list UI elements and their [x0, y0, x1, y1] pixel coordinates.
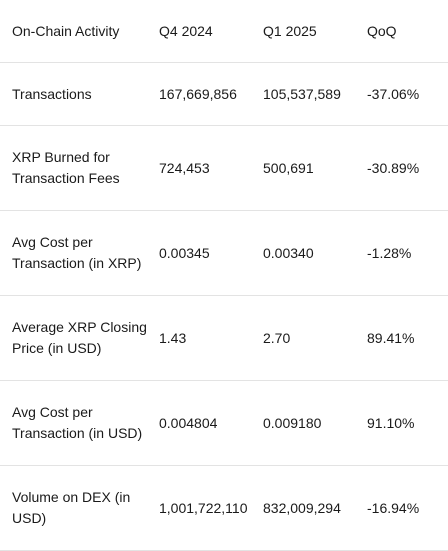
row-metric: Volume on DEX (in USD) [0, 465, 159, 551]
qoq-value: 89.41% [367, 295, 448, 381]
q4-value: 1,001,722,110 [159, 465, 263, 551]
row-metric: Avg Cost per Transaction (in USD) [0, 380, 159, 466]
row-metric: Transactions [0, 62, 159, 126]
qoq-value: 91.10% [367, 380, 448, 466]
row-metric: XRP Burned for Transaction Fees [0, 125, 159, 211]
q4-value: 167,669,856 [159, 62, 263, 126]
row-metric: Average XRP Closing Price (in USD) [0, 295, 159, 381]
metric-label: Average XRP Closing Price (in USD) [12, 319, 147, 356]
table-row: Volume on DEX (in USD) 1,001,722,110 832… [0, 465, 448, 551]
q4-value: 0.00345 [159, 210, 263, 296]
table-row: XRP Burned for Transaction Fees 724,453 … [0, 125, 448, 211]
table-header: On-Chain Activity Q4 2024 Q1 2025 QoQ [0, 0, 448, 63]
q4-value: 724,453 [159, 125, 263, 211]
metric-label: Volume on DEX (in USD) [12, 489, 131, 526]
table-row: Transactions 167,669,856 105,537,589 -37… [0, 62, 448, 126]
metric-label: Avg Cost per Transaction (in XRP) [12, 234, 142, 271]
header-row: On-Chain Activity Q4 2024 Q1 2025 QoQ [0, 0, 448, 63]
qoq-value: -16.94% [367, 465, 448, 551]
q4-value: 0.004804 [159, 380, 263, 466]
q1-value: 0.009180 [263, 380, 367, 466]
table-row: Avg Cost per Transaction (in USD) 0.0048… [0, 380, 448, 466]
q1-value: 0.00340 [263, 210, 367, 296]
row-metric: Avg Cost per Transaction (in XRP) [0, 210, 159, 296]
qoq-value: -1.28% [367, 210, 448, 296]
q1-value: 2.70 [263, 295, 367, 381]
header-qoq: QoQ [367, 0, 448, 63]
qoq-value: -37.06% [367, 62, 448, 126]
header-on-chain-activity: On-Chain Activity [0, 0, 159, 63]
header-q1-2025: Q1 2025 [263, 0, 367, 63]
metric-label: Transactions [12, 85, 92, 102]
q1-value: 832,009,294 [263, 465, 367, 551]
q1-value: 500,691 [263, 125, 367, 211]
q1-value: 105,537,589 [263, 62, 367, 126]
header-q4-2024: Q4 2024 [159, 0, 263, 63]
qoq-value: -30.89% [367, 125, 448, 211]
table-row: Average XRP Closing Price (in USD) 1.43 … [0, 295, 448, 381]
table-body: Transactions 167,669,856 105,537,589 -37… [0, 62, 448, 551]
metric-label: Avg Cost per Transaction (in USD) [12, 404, 143, 441]
metric-label: XRP Burned for Transaction Fees [12, 149, 120, 186]
table-row: Avg Cost per Transaction (in XRP) 0.0034… [0, 210, 448, 296]
q4-value: 1.43 [159, 295, 263, 381]
